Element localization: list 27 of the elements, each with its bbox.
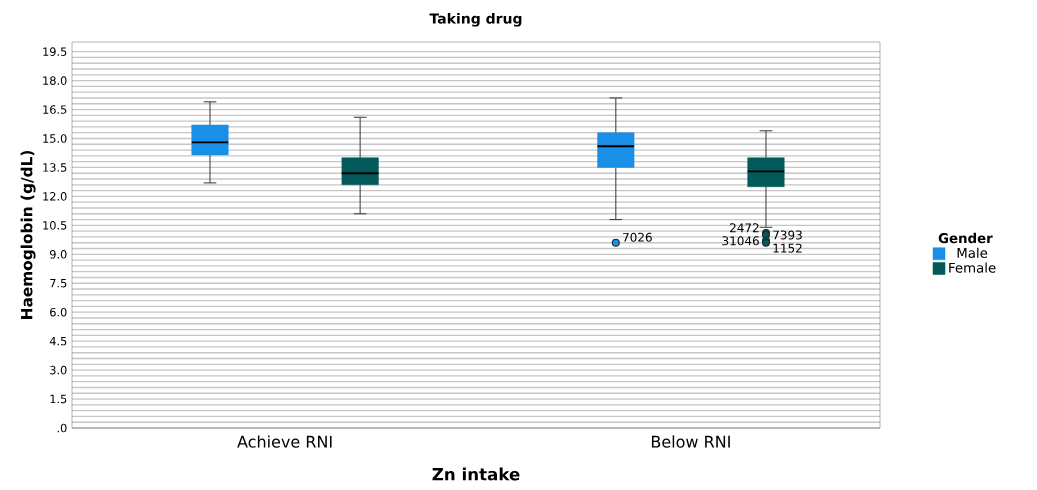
annotation: 7026	[623, 232, 652, 242]
y-tick-label: 13.5	[43, 163, 67, 172]
annotation: 31046	[722, 236, 759, 246]
annotation: 2472	[730, 223, 759, 233]
y-tick-label: 15.0	[43, 134, 67, 143]
annotation: 1152	[773, 243, 802, 253]
y-tick-label: 19.5	[43, 47, 67, 56]
y-tick-label: 4.5	[49, 336, 67, 346]
y-tick-label: 10.5	[43, 221, 67, 230]
y-tick-label: 12.0	[43, 192, 67, 201]
y-tick-label: .0	[57, 423, 67, 433]
x-tick-label: Below RNI	[651, 435, 730, 448]
x-axis-title: Zn intake	[432, 467, 520, 481]
x-tick-label: Achieve RNI	[237, 435, 332, 448]
y-tick-label: 6.0	[50, 307, 67, 317]
y-tick-label: 3.0	[50, 365, 67, 375]
legend-label: Female	[949, 262, 996, 273]
legend-label: Male	[957, 247, 988, 258]
y-tick-label: 9.0	[49, 250, 67, 259]
y-tick-label: 16.5	[43, 105, 67, 114]
y-tick-label: 7.5	[50, 279, 67, 288]
y-tick-label: 18.0	[43, 76, 67, 85]
y-axis-title: Haemoglobin (g/dL)	[20, 150, 36, 319]
y-tick-label: 1.5	[50, 394, 67, 404]
annotation: 7393	[773, 230, 802, 240]
legend-title: Gender	[938, 232, 993, 244]
chart-title: Taking drug	[429, 12, 522, 27]
